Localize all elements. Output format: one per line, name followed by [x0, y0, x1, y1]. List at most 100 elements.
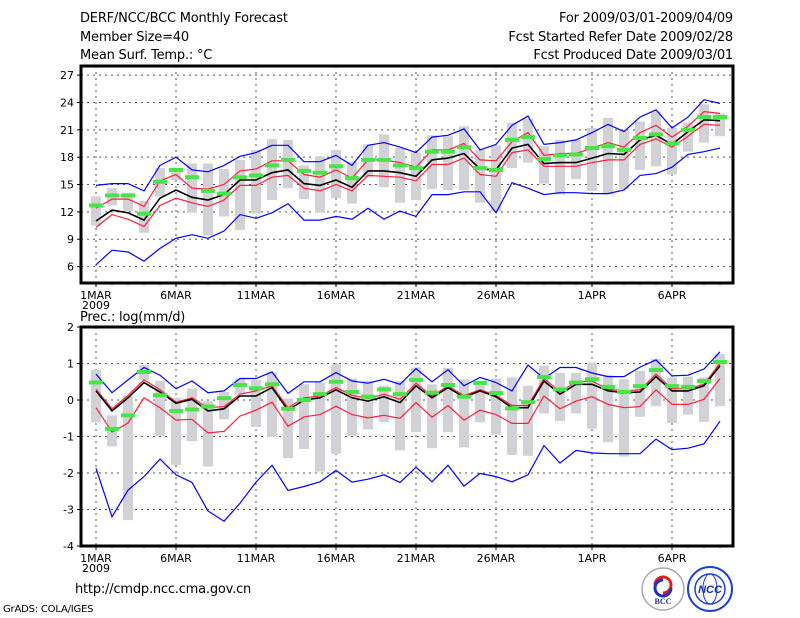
bcc-logo: BCC	[641, 567, 685, 611]
range-bar	[267, 138, 277, 201]
marker-tick	[665, 141, 679, 146]
range-bar	[539, 146, 549, 184]
member-size: Member Size=40	[80, 30, 189, 45]
marker-tick	[377, 387, 391, 392]
marker-tick	[345, 389, 359, 394]
range-bar	[603, 117, 613, 195]
y-tick-label: 9	[67, 233, 74, 246]
range-bar	[475, 149, 485, 203]
range-bar	[251, 149, 261, 214]
marker-tick	[153, 393, 167, 398]
marker-tick	[681, 127, 695, 132]
precip-panel-title: Prec.: log(mm/d)	[80, 310, 186, 325]
range-bar	[427, 384, 437, 449]
y-tick-label: 18	[60, 151, 74, 164]
marker-tick	[249, 173, 263, 178]
range-bar	[91, 369, 101, 423]
marker-tick	[633, 384, 647, 389]
marker-tick	[409, 377, 423, 382]
marker-tick	[457, 394, 471, 399]
marker-tick	[585, 146, 599, 151]
marker-tick	[345, 176, 359, 181]
marker-tick	[377, 157, 391, 162]
y-tick-label: -4	[63, 540, 74, 553]
chart-title: DERF/NCC/BCC Monthly Forecast	[80, 11, 288, 26]
marker-tick	[505, 406, 519, 411]
marker-tick	[361, 394, 375, 399]
x-tick-label: 11MAR	[237, 289, 276, 302]
marker-tick	[617, 389, 631, 394]
x-tick-label: 6MAR	[160, 289, 192, 302]
marker-tick	[281, 406, 295, 411]
range-bar	[123, 192, 133, 211]
x-tick-label: 1MAR	[80, 552, 112, 565]
range-bar	[283, 398, 293, 459]
marker-tick	[537, 375, 551, 380]
marker-tick	[105, 193, 119, 198]
min-line	[95, 420, 721, 522]
range-bar	[635, 370, 645, 417]
range-bar	[299, 165, 309, 200]
marker-tick	[185, 175, 199, 180]
max-line	[95, 99, 721, 192]
marker-tick	[601, 384, 615, 389]
x-tick-label: 16MAR	[317, 289, 356, 302]
marker-tick	[713, 115, 727, 120]
x-tick-year: 2009	[82, 299, 110, 312]
marker-tick	[697, 379, 711, 384]
range-bar	[571, 139, 581, 180]
mean-line	[95, 118, 721, 222]
marker-tick	[297, 168, 311, 173]
range-bar	[651, 359, 661, 407]
range-bar	[507, 377, 517, 455]
marker-tick	[521, 400, 535, 405]
range-bar	[635, 121, 645, 170]
marker-tick	[217, 191, 231, 196]
marker-tick	[329, 379, 343, 384]
range-bar	[443, 136, 453, 190]
y-tick-label: 2	[67, 321, 74, 334]
upper-line	[95, 110, 721, 209]
range-bar	[363, 381, 373, 430]
marker-tick	[89, 380, 103, 385]
website-url: http://cmdp.ncc.cma.gov.cn	[75, 582, 252, 597]
marker-tick	[329, 164, 343, 169]
plot-frame	[79, 64, 735, 285]
ncc-logo: NCC	[687, 566, 733, 612]
mean-line	[95, 365, 721, 413]
range-bar	[587, 362, 597, 429]
y-tick-label: 27	[60, 69, 74, 82]
forecast-period: For 2009/03/01-2009/04/09	[559, 11, 733, 26]
forecast-produced-date: Fcst Produced Date 2009/03/01	[533, 48, 733, 63]
marker-tick	[313, 170, 327, 175]
range-bar	[331, 149, 341, 199]
range-bar	[571, 372, 581, 414]
range-bar	[555, 139, 565, 195]
range-bar	[395, 381, 405, 451]
marker-tick	[201, 404, 215, 409]
range-bar	[523, 385, 533, 456]
range-bar	[475, 381, 485, 423]
marker-tick	[425, 390, 439, 395]
range-bar	[395, 148, 405, 203]
marker-tick	[569, 152, 583, 157]
marker-tick	[393, 163, 407, 168]
range-bar	[443, 367, 453, 433]
marker-tick	[233, 175, 247, 180]
marker-tick	[505, 137, 519, 142]
grads-credit: GrADS: COLA/IGES	[3, 604, 94, 615]
range-bar	[667, 128, 677, 175]
y-tick-label: 15	[60, 179, 74, 192]
marker-tick	[121, 413, 135, 418]
marker-tick	[649, 368, 663, 373]
max-line	[95, 351, 721, 395]
range-bar	[347, 378, 357, 436]
y-tick-label: -3	[63, 504, 74, 517]
marker-tick	[137, 211, 151, 216]
range-bar	[619, 379, 629, 457]
y-tick-label: -2	[63, 467, 74, 480]
range-bar	[107, 415, 117, 447]
marker-tick	[121, 193, 135, 198]
range-bar	[539, 365, 549, 414]
